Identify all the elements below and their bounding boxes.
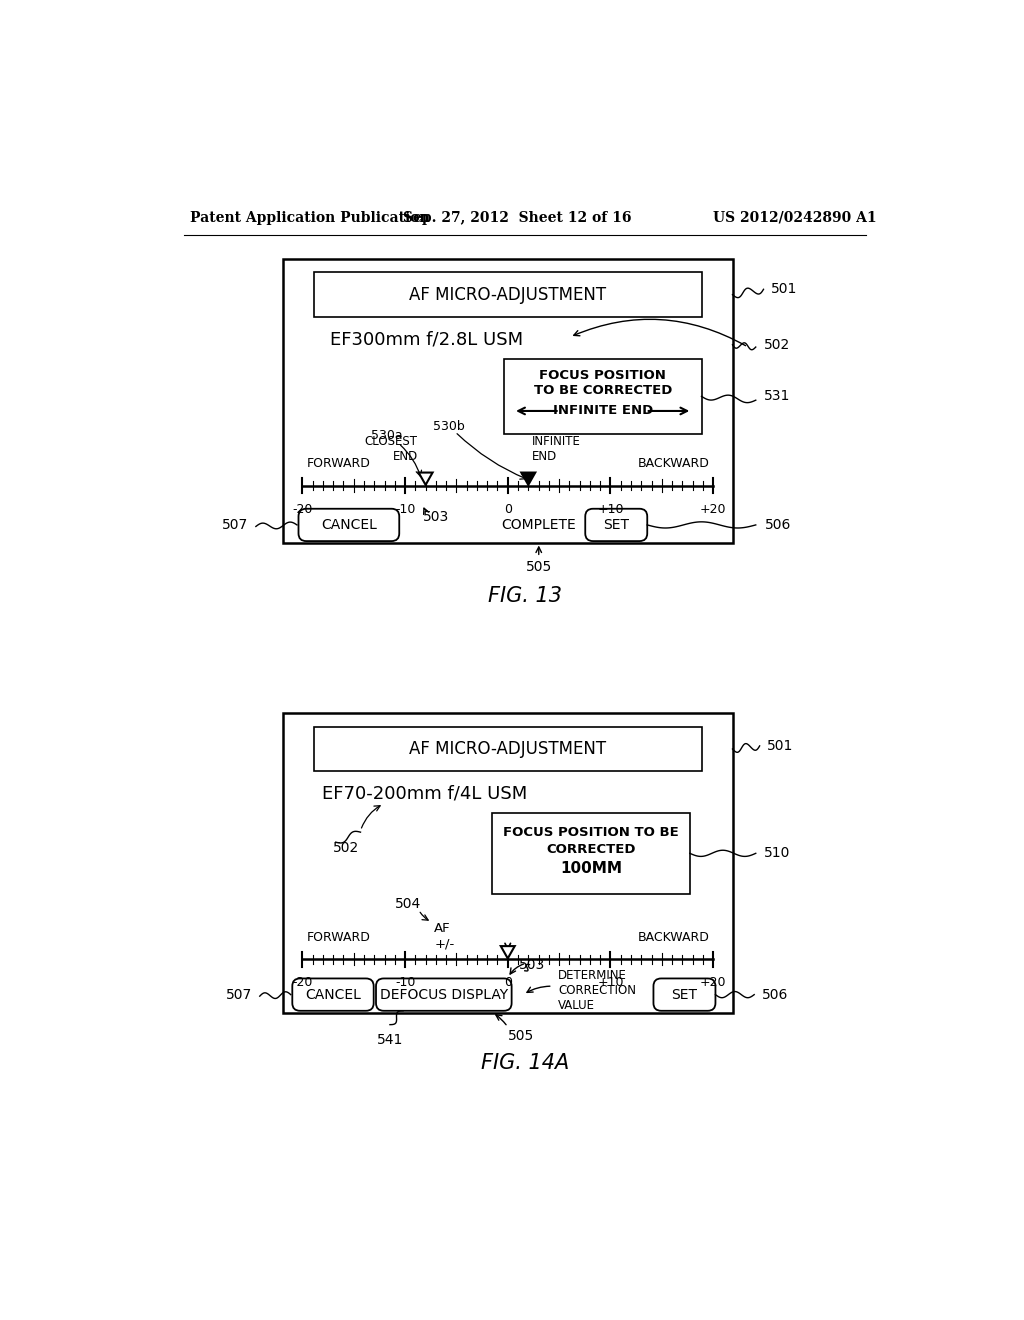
Text: 503: 503 <box>519 958 546 973</box>
Text: -10: -10 <box>395 503 416 516</box>
Text: DEFOCUS DISPLAY: DEFOCUS DISPLAY <box>380 987 508 1002</box>
Text: 541: 541 <box>377 1034 403 1047</box>
Text: CANCEL: CANCEL <box>305 987 361 1002</box>
Bar <box>504 359 701 434</box>
Text: 0: 0 <box>504 977 512 989</box>
Text: 530b: 530b <box>433 420 465 433</box>
Text: +20: +20 <box>699 503 726 516</box>
Text: 506: 506 <box>762 987 788 1002</box>
Bar <box>314 272 701 317</box>
Bar <box>283 259 732 544</box>
Text: EF300mm f/2.8L USM: EF300mm f/2.8L USM <box>330 330 522 348</box>
Text: FIG. 13: FIG. 13 <box>487 586 562 606</box>
Text: 530a: 530a <box>372 429 403 442</box>
Text: 501: 501 <box>771 282 798 296</box>
Text: -20: -20 <box>292 977 312 989</box>
Text: AF MICRO-ADJUSTMENT: AF MICRO-ADJUSTMENT <box>410 285 606 304</box>
Polygon shape <box>419 473 432 484</box>
Text: 503: 503 <box>423 511 449 524</box>
Text: BACKWARD: BACKWARD <box>637 931 710 944</box>
Bar <box>283 713 732 1014</box>
FancyBboxPatch shape <box>292 978 374 1011</box>
FancyBboxPatch shape <box>653 978 716 1011</box>
Text: 510: 510 <box>764 846 790 861</box>
Text: CANCEL: CANCEL <box>321 517 377 532</box>
Text: COMPLETE: COMPLETE <box>502 517 577 532</box>
Text: AF MICRO-ADJUSTMENT: AF MICRO-ADJUSTMENT <box>410 741 606 758</box>
Bar <box>493 813 690 894</box>
Text: -20: -20 <box>292 503 312 516</box>
Polygon shape <box>501 946 515 958</box>
Text: EF70-200mm f/4L USM: EF70-200mm f/4L USM <box>322 784 527 803</box>
Text: DETERMINE
CORRECTION
VALUE: DETERMINE CORRECTION VALUE <box>558 969 636 1012</box>
Text: 100MM: 100MM <box>560 861 622 876</box>
Text: 502: 502 <box>334 841 359 854</box>
Text: +20: +20 <box>699 977 726 989</box>
Bar <box>314 726 701 771</box>
Text: FOCUS POSITION TO BE: FOCUS POSITION TO BE <box>503 825 679 838</box>
Text: FOCUS POSITION: FOCUS POSITION <box>540 370 667 381</box>
Text: 505: 505 <box>525 560 552 574</box>
Text: 0: 0 <box>504 503 512 516</box>
FancyBboxPatch shape <box>299 508 399 541</box>
Text: 506: 506 <box>765 517 792 532</box>
Text: Patent Application Publication: Patent Application Publication <box>190 211 430 224</box>
Text: 502: 502 <box>764 338 790 351</box>
Text: INFINITE
END: INFINITE END <box>531 436 581 463</box>
Text: 507: 507 <box>225 987 252 1002</box>
Text: 507: 507 <box>222 517 248 532</box>
Text: FIG. 14A: FIG. 14A <box>480 1053 569 1073</box>
Text: AF
+/-: AF +/- <box>434 923 455 950</box>
Text: INFINITE END: INFINITE END <box>553 404 653 417</box>
Text: FORWARD: FORWARD <box>306 457 370 470</box>
Text: -10: -10 <box>395 977 416 989</box>
FancyBboxPatch shape <box>586 508 647 541</box>
Text: CLOSEST
END: CLOSEST END <box>365 436 418 463</box>
Text: CORRECTED: CORRECTED <box>547 843 636 857</box>
Polygon shape <box>521 473 536 484</box>
Text: FORWARD: FORWARD <box>306 931 370 944</box>
Text: 504: 504 <box>395 896 422 911</box>
Text: 531: 531 <box>764 389 790 404</box>
Text: SET: SET <box>603 517 630 532</box>
Text: TO BE CORRECTED: TO BE CORRECTED <box>534 384 672 397</box>
FancyBboxPatch shape <box>376 978 512 1011</box>
Text: BACKWARD: BACKWARD <box>637 457 710 470</box>
Text: SET: SET <box>672 987 697 1002</box>
Text: US 2012/0242890 A1: US 2012/0242890 A1 <box>713 211 877 224</box>
Text: +10: +10 <box>597 503 624 516</box>
Text: 505: 505 <box>508 1028 534 1043</box>
Text: 501: 501 <box>767 739 794 752</box>
Text: Sep. 27, 2012  Sheet 12 of 16: Sep. 27, 2012 Sheet 12 of 16 <box>403 211 632 224</box>
Text: +10: +10 <box>597 977 624 989</box>
